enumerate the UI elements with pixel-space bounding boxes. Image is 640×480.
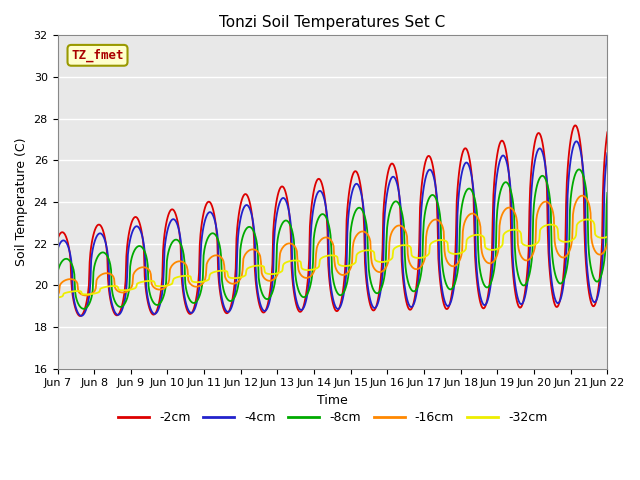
-32cm	[176, 274, 184, 279]
Legend: -2cm, -4cm, -8cm, -16cm, -32cm: -2cm, -4cm, -8cm, -16cm, -32cm	[113, 406, 552, 429]
-2cm	[177, 244, 184, 250]
-16cm	[121, 289, 129, 295]
-8cm	[416, 276, 424, 282]
-32cm	[54, 295, 61, 300]
-8cm	[575, 167, 583, 172]
-8cm	[400, 223, 408, 229]
-2cm	[400, 285, 408, 290]
-32cm	[205, 276, 212, 282]
-16cm	[54, 292, 61, 298]
-2cm	[572, 122, 579, 128]
-4cm	[604, 150, 611, 156]
-4cm	[206, 209, 214, 215]
-2cm	[206, 199, 214, 205]
-16cm	[82, 292, 90, 298]
Y-axis label: Soil Temperature (C): Soil Temperature (C)	[15, 138, 28, 266]
-2cm	[121, 287, 129, 292]
Title: Tonzi Soil Temperatures Set C: Tonzi Soil Temperatures Set C	[220, 15, 445, 30]
-8cm	[177, 241, 184, 247]
-32cm	[584, 216, 591, 222]
-4cm	[77, 313, 85, 319]
-8cm	[80, 306, 88, 312]
-16cm	[416, 265, 424, 271]
-8cm	[206, 232, 214, 238]
Line: -16cm: -16cm	[58, 196, 607, 295]
-32cm	[63, 289, 71, 295]
Line: -8cm: -8cm	[58, 169, 607, 309]
Text: TZ_fmet: TZ_fmet	[71, 48, 124, 62]
X-axis label: Time: Time	[317, 394, 348, 407]
-16cm	[206, 256, 214, 262]
Line: -32cm: -32cm	[58, 219, 607, 298]
Line: -2cm: -2cm	[58, 125, 607, 316]
-8cm	[121, 300, 129, 306]
-2cm	[63, 239, 71, 244]
-4cm	[177, 237, 184, 243]
-32cm	[604, 234, 611, 240]
-16cm	[579, 193, 586, 199]
Line: -4cm: -4cm	[58, 142, 607, 316]
-16cm	[177, 258, 184, 264]
-32cm	[399, 242, 407, 248]
-16cm	[63, 276, 71, 282]
-8cm	[54, 270, 61, 276]
-4cm	[63, 242, 71, 248]
-16cm	[400, 226, 408, 231]
-2cm	[416, 204, 424, 210]
-16cm	[604, 241, 611, 247]
-2cm	[54, 236, 61, 242]
-4cm	[572, 139, 580, 144]
-2cm	[604, 130, 611, 135]
-4cm	[54, 247, 61, 252]
-8cm	[604, 190, 611, 196]
-4cm	[416, 257, 424, 263]
-32cm	[120, 288, 128, 293]
-4cm	[400, 277, 408, 283]
-8cm	[63, 256, 71, 262]
-4cm	[121, 297, 129, 302]
-32cm	[415, 255, 423, 261]
-2cm	[77, 313, 84, 319]
